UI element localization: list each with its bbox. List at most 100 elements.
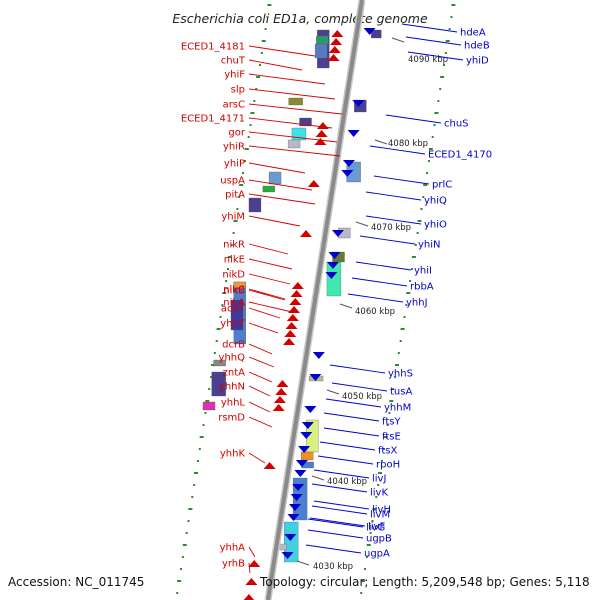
leader-line [248,258,293,270]
gc-dot-right [437,100,440,102]
gc-dot-right [389,400,394,402]
gc-dot-right [445,40,450,42]
forward-gene-arrow [328,46,341,53]
forward-gene-arrow [284,330,297,337]
tick-label-4070: 4070 kbp [371,223,411,233]
gc-dot-left [239,184,244,186]
gc-dot-left [191,496,194,498]
gc-dot-left [238,196,241,198]
leader-line [385,114,442,124]
gc-dot-left [253,100,256,102]
gc-dot-right [411,256,416,258]
gene-label-nikc: nikC [223,285,245,296]
gc-dot-right [409,280,412,282]
gc-dot-right [394,376,397,378]
reverse-gene-arrow [304,406,317,413]
gc-dot-left [205,400,210,402]
gene-label-eced1_4171: ECED1_4171 [181,114,245,125]
gc-dot-left [249,124,252,126]
leader-line [331,382,388,392]
leader-line [248,401,271,413]
reverse-gene-arrow [347,130,360,137]
tick-mark [311,475,325,481]
gene-box [316,35,329,45]
gene-box [314,43,328,59]
gene-label-ftsy: ftsY [382,417,401,428]
leader-line [347,293,404,303]
gene-label-livg: livG [366,523,385,534]
gc-dot-right [377,484,380,486]
gc-dot-right [444,52,447,54]
reverse-gene-arrow [281,552,294,559]
gene-box [233,281,246,289]
leader-line [248,562,251,574]
gc-dot-left [216,328,221,330]
gene-label-nikd: nikD [222,270,245,281]
gene-label-chus: chuS [444,119,469,130]
gc-dot-left [177,580,182,582]
forward-gene-arrow [275,388,288,395]
gene-label-znta: zntA [223,368,246,379]
gc-dot-left [202,424,205,426]
tick-mark [296,560,310,566]
forward-gene-arrow [290,290,303,297]
gene-label-rpoh: rpoH [376,460,400,471]
left-label-lines [248,45,343,574]
leader-line [248,59,303,71]
leader-line [248,243,289,255]
reverse-gene-labels: hdeA hdeB yhiD chuS ECED1_4170 prlC yhiQ yhiO yh… [364,28,492,560]
forward-gene-arrow [330,38,343,45]
gc-dot-right [406,292,411,294]
tick-mark [339,303,353,309]
gene-label-hdeb: hdeB [464,41,490,52]
gc-dot-right [365,556,368,558]
gene-label-yrhb: yrhB [222,559,245,570]
gene-box [371,29,382,39]
leader-line [248,45,316,57]
gc-dot-right [442,64,445,66]
gene-label-livm: livM [370,510,390,521]
gene-label-yhif: yhiF [224,70,245,81]
gene-label-yhhk: yhhK [220,449,246,460]
gene-label-yhii: yhiI [414,266,432,277]
gc-dot-right [427,160,430,162]
reverse-gene-arrow [326,262,339,269]
gene-box [211,371,226,397]
gc-dot-right [414,244,417,246]
gc-dot-left [244,148,249,150]
forward-gene-arrow [327,54,340,61]
forward-gene-arrow [289,298,302,305]
gc-dot-left [258,64,261,66]
leader-line [351,277,408,287]
gc-dot-left [230,244,233,246]
leader-line [248,179,313,191]
gc-dot-left [198,448,201,450]
forward-gene-arrow [245,578,258,585]
leader-line [248,322,279,334]
gc-dot-left [219,316,222,318]
gene-label-yhir: yhiR [223,142,245,153]
gc-dot-right [428,148,433,150]
leader-line [373,175,430,185]
gc-dot-right [372,508,377,510]
leader-line [248,546,256,558]
leader-line [248,289,286,301]
gc-dot-right [383,436,388,438]
forward-gene-arrow [314,138,327,145]
gene-label-yhhj: yhhJ [406,298,428,309]
leader-line [248,452,266,464]
gene-box [202,401,216,411]
leader-line [313,469,370,479]
gc-dot-right [375,496,378,498]
gc-dot-right [422,196,425,198]
gc-dot-left [210,376,213,378]
leader-line [248,215,301,227]
forward-gene-arrow [288,306,301,313]
leader-line [325,398,382,408]
right-label-lines [305,23,464,554]
gene-label-hdea: hdeA [460,28,486,39]
feature-tracks [202,28,382,600]
leader-line [355,261,412,271]
leader-line [248,356,275,368]
